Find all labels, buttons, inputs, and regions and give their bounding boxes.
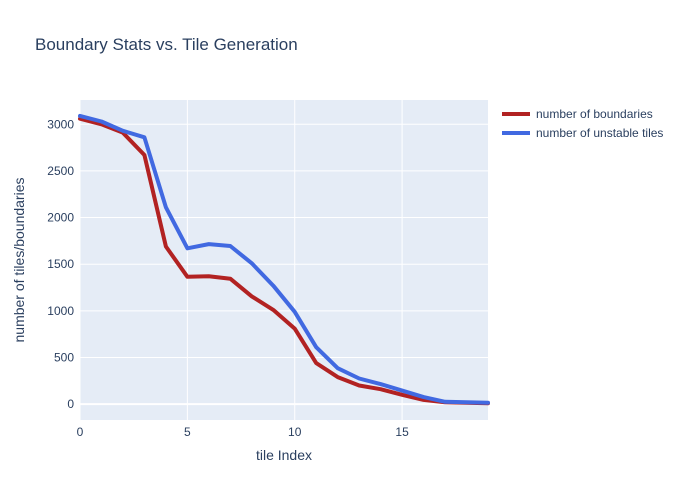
y-tick-label: 500 bbox=[54, 350, 74, 364]
y-axis-title: number of tiles/boundaries bbox=[11, 178, 27, 343]
y-tick-label: 2500 bbox=[47, 164, 74, 178]
legend-label[interactable]: number of boundaries bbox=[536, 107, 653, 121]
x-tick-label: 5 bbox=[184, 425, 191, 439]
x-tick-label: 10 bbox=[288, 425, 302, 439]
tick-labels: 0 500 1000 1500 2000 2500 3000 0 5 10 15 bbox=[47, 117, 409, 439]
plot-area bbox=[80, 100, 488, 420]
y-tick-label: 1000 bbox=[47, 304, 74, 318]
x-axis-title: tile Index bbox=[256, 447, 312, 463]
chart-title: Boundary Stats vs. Tile Generation bbox=[35, 35, 298, 54]
x-tick-label: 0 bbox=[77, 425, 84, 439]
series-layer bbox=[78, 113, 490, 406]
y-tick-label: 2000 bbox=[47, 211, 74, 225]
series-line-0[interactable] bbox=[78, 116, 490, 406]
y-tick-label: 0 bbox=[67, 397, 74, 411]
legend-label[interactable]: number of unstable tiles bbox=[536, 126, 663, 140]
legend[interactable]: number of boundaries number of unstable t… bbox=[502, 107, 663, 140]
x-tick-label: 15 bbox=[395, 425, 409, 439]
y-tick-label: 3000 bbox=[47, 117, 74, 131]
y-tick-label: 1500 bbox=[47, 257, 74, 271]
series-line-1[interactable] bbox=[78, 113, 490, 405]
